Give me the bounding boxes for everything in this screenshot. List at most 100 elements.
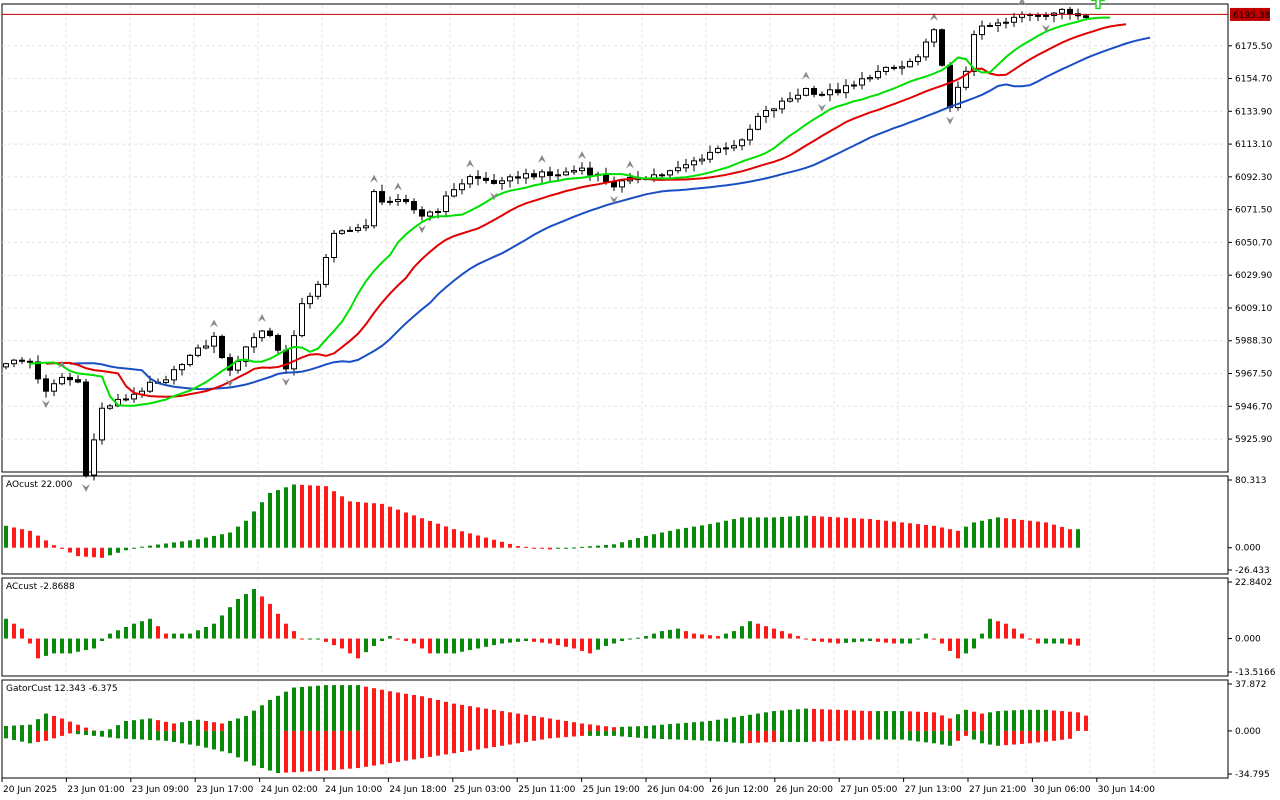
fractal-up-marker <box>538 154 546 163</box>
candle <box>787 92 793 103</box>
gator-upper-bar <box>124 720 128 731</box>
ac-bar <box>620 638 624 642</box>
gator-upper-bar <box>812 708 816 731</box>
gator-upper-bar <box>1020 709 1024 731</box>
fractal-up-marker <box>58 360 66 369</box>
x-axis-label: 25 Jun 19:00 <box>583 785 640 795</box>
ao-tick-label: 0.000 <box>1235 544 1261 554</box>
fractal-down-marker <box>818 103 826 112</box>
candle <box>707 145 713 163</box>
ac-tick-label: -13.5166 <box>1235 668 1276 678</box>
gator-lower-bar <box>148 730 152 740</box>
candle <box>171 365 177 385</box>
gator-upper-bar <box>636 726 640 731</box>
ao-bar <box>940 527 944 548</box>
gator-upper-bar <box>452 703 456 731</box>
ac-bar <box>692 633 696 639</box>
ao-bar <box>820 516 824 548</box>
gator-lower-bar <box>516 730 520 744</box>
ao-bar <box>692 526 696 548</box>
gator-lower-bar <box>660 730 664 739</box>
ao-bar <box>388 506 392 548</box>
gator-upper-bar <box>1060 711 1064 731</box>
gator-lower-bar <box>980 730 984 744</box>
ac-bar <box>540 638 544 643</box>
ao-bar <box>228 532 232 548</box>
alligator-lips-line <box>29 16 1110 407</box>
ao-panel[interactable] <box>4 484 1080 558</box>
candle <box>379 184 385 206</box>
gator-lower-bar <box>372 730 376 766</box>
gator-lower-bar <box>700 730 704 741</box>
gator-upper-bar <box>188 720 192 731</box>
candle <box>107 403 113 410</box>
ac-bar <box>188 633 192 639</box>
gator-lower-bar <box>420 730 424 759</box>
gator-frame <box>1 679 1229 779</box>
price-panel[interactable] <box>2 0 1228 493</box>
gator-lower-bar <box>196 730 200 746</box>
ac-bar <box>972 638 976 649</box>
ac-bar <box>516 638 520 642</box>
ac-frame <box>1 577 1229 677</box>
ao-bar <box>748 517 752 548</box>
ac-bar <box>444 638 448 654</box>
ac-bar <box>284 623 288 639</box>
gator-upper-bar <box>572 722 576 731</box>
ao-bar <box>740 517 744 548</box>
ac-bar <box>844 638 848 643</box>
gator-upper-bar <box>268 699 272 731</box>
gator-upper-bar <box>332 685 336 731</box>
ac-panel[interactable] <box>4 589 1080 659</box>
gator-lower-bar <box>380 730 384 765</box>
gator-upper-bar <box>516 713 520 731</box>
ao-bar <box>340 496 344 548</box>
candle <box>11 358 17 368</box>
fractal-down-marker <box>490 192 498 201</box>
ao-bar <box>484 537 488 548</box>
gator-upper-bar <box>988 712 992 731</box>
gator-lower-bar <box>772 730 776 743</box>
fractal-up-marker <box>466 159 474 168</box>
ac-bar <box>836 638 840 644</box>
gator-lower-bar <box>1068 730 1072 739</box>
candle <box>699 154 705 165</box>
ao-bar <box>980 520 984 548</box>
candle <box>459 179 465 195</box>
candle <box>723 142 729 155</box>
ac-bar <box>684 631 688 639</box>
candle <box>3 362 9 370</box>
gator-upper-bar <box>652 725 656 731</box>
gator-lower-bar <box>492 730 496 748</box>
candle <box>899 60 905 75</box>
ao-bar <box>860 518 864 548</box>
ac-bar <box>116 630 120 639</box>
candle <box>1019 11 1025 23</box>
ac-bar <box>740 626 744 639</box>
gator-panel[interactable] <box>4 685 1088 774</box>
gator-lower-bar <box>164 730 168 741</box>
gator-lower-bar <box>1012 730 1016 745</box>
gator-lower-bar <box>596 730 600 736</box>
gator-lower-bar <box>844 730 848 741</box>
ac-bar <box>428 638 432 654</box>
gator-lower-bar <box>836 730 840 741</box>
gator-lower-bar <box>580 730 584 736</box>
ao-bar <box>604 544 608 548</box>
candle <box>35 355 41 384</box>
ao-bar <box>908 523 912 548</box>
ac-bar <box>180 633 184 639</box>
gator-lower-bar <box>60 730 64 736</box>
gator-upper-bar <box>860 710 864 731</box>
ac-bar <box>636 637 640 639</box>
ac-bar <box>1012 628 1016 639</box>
gator-lower-bar <box>1004 730 1008 746</box>
ac-bar <box>84 638 88 651</box>
price-tick-label: 6009.10 <box>1235 304 1272 314</box>
ac-bar <box>28 638 32 644</box>
gator-lower-bar <box>244 730 248 762</box>
candle <box>91 433 97 481</box>
gator-lower-bar <box>732 730 736 743</box>
alligator-teeth-line <box>45 23 1127 398</box>
ac-bar <box>524 638 528 642</box>
